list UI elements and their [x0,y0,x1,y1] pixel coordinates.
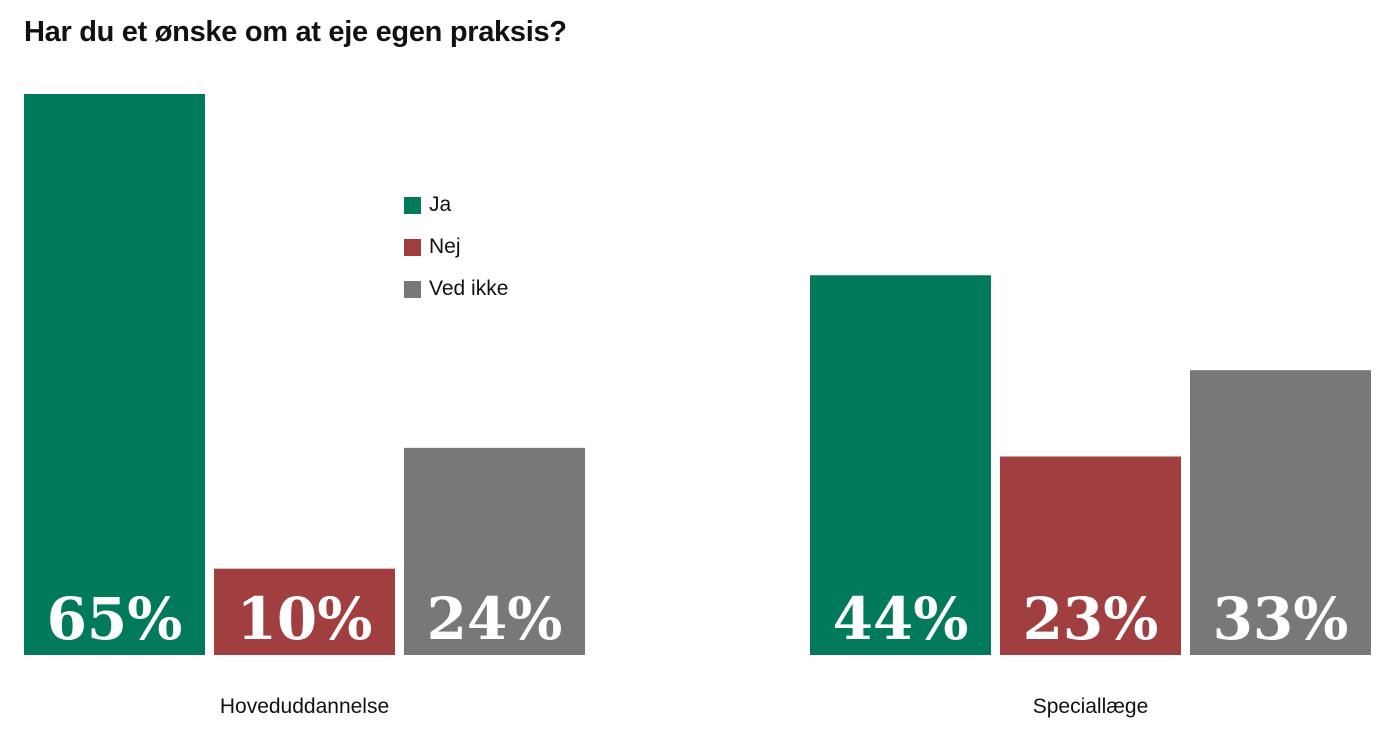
data-label-hoveduddannelse-nej: 10% [237,585,373,653]
legend-label-ved-ikke: Ved ikke [429,277,509,300]
legend-swatch-ja [404,196,421,214]
chart-title: Har du et ønske om at eje egen praksis? [24,16,567,48]
legend-item-ja: Ja [404,184,508,226]
legend: Ja Nej Ved ikke [404,184,508,310]
legend-label-nej: Nej [429,235,461,258]
legend-item-ved-ikke: Ved ikke [404,268,508,310]
bar-speciallaege-nej [1000,456,1181,655]
data-label-hoveduddannelse-ja: 65% [47,585,183,653]
bar-speciallaege-ja [810,275,991,655]
legend-label-ja: Ja [429,193,452,216]
bar-hoveduddannelse-ved-ikke [404,447,585,655]
bar-speciallaege-ved-ikke [1190,370,1371,655]
category-label-1: Speciallæge [1033,695,1149,718]
legend-swatch-ved-ikke [404,280,421,298]
data-label-hoveduddannelse-ved-ikke: 24% [427,585,563,653]
category-label-0: Hoveduddannelse [220,695,389,718]
data-label-speciallaege-ved-ikke: 33% [1213,585,1349,653]
legend-item-nej: Nej [404,226,508,268]
bar-hoveduddannelse-nej [214,568,395,655]
bar-hoveduddannelse-ja [24,94,205,655]
legend-swatch-nej [404,238,421,256]
data-label-speciallaege-nej: 23% [1023,585,1159,653]
data-label-speciallaege-ja: 44% [833,585,969,653]
